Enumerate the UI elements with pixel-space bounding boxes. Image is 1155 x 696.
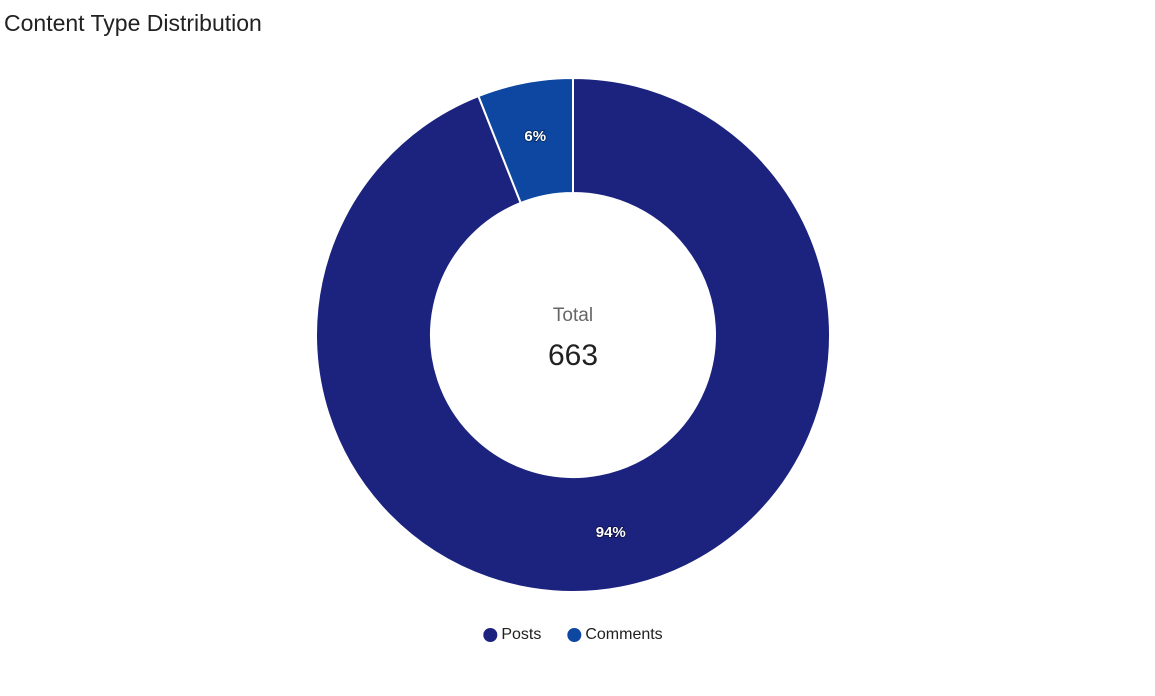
center-label: Total <box>553 305 593 326</box>
legend-marker <box>567 628 582 642</box>
donut-slice <box>477 76 574 205</box>
legend-marker <box>483 628 498 642</box>
chart-title: Content Type Distribution <box>4 10 262 36</box>
value-label: 94% <box>596 524 626 541</box>
center-value: 663 <box>548 339 598 372</box>
legend-label: Posts <box>501 626 541 643</box>
legend-item[interactable]: Posts <box>483 626 541 643</box>
legend-label: Comments <box>585 626 662 643</box>
value-label: 6% <box>524 128 546 145</box>
legend-item[interactable]: Comments <box>567 626 663 643</box>
donut-slice <box>315 76 831 593</box>
